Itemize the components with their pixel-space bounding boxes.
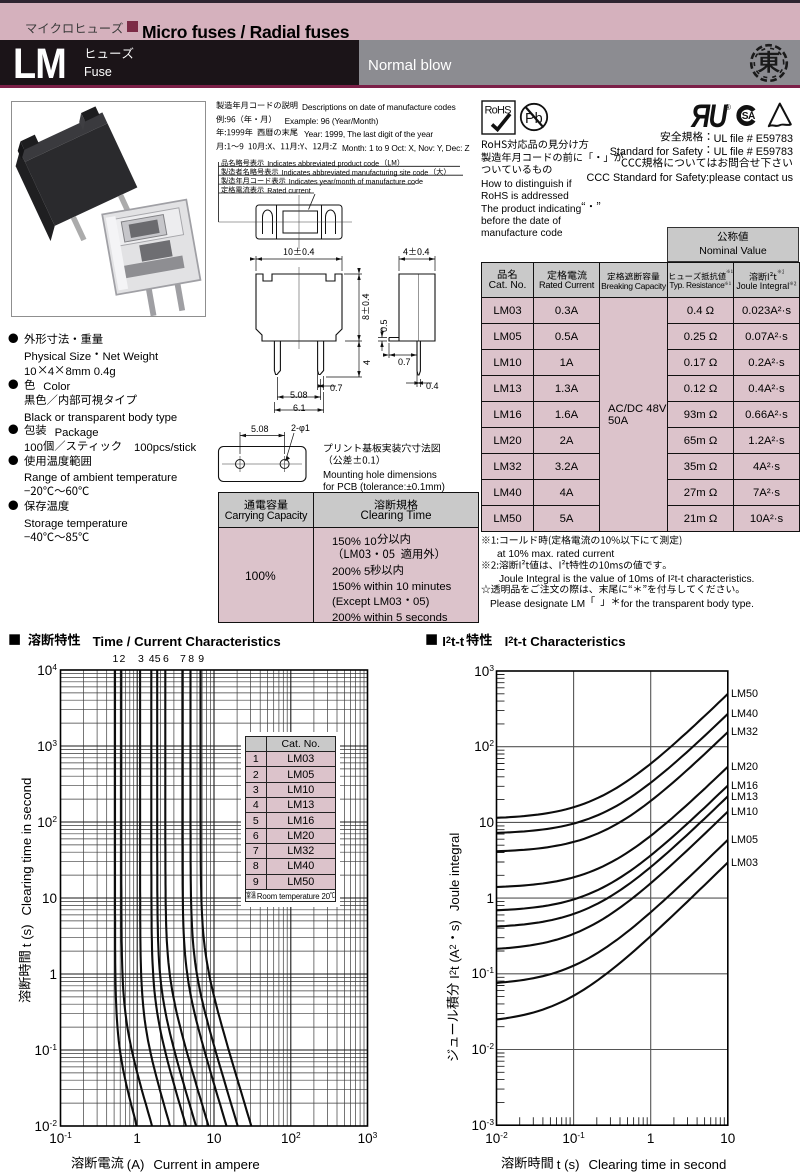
svg-text:®: ® <box>725 103 731 112</box>
svg-text:SA: SA <box>742 111 756 122</box>
svg-text:RoHS: RoHS <box>485 105 512 117</box>
svg-text:ЯU: ЯU <box>690 100 728 134</box>
